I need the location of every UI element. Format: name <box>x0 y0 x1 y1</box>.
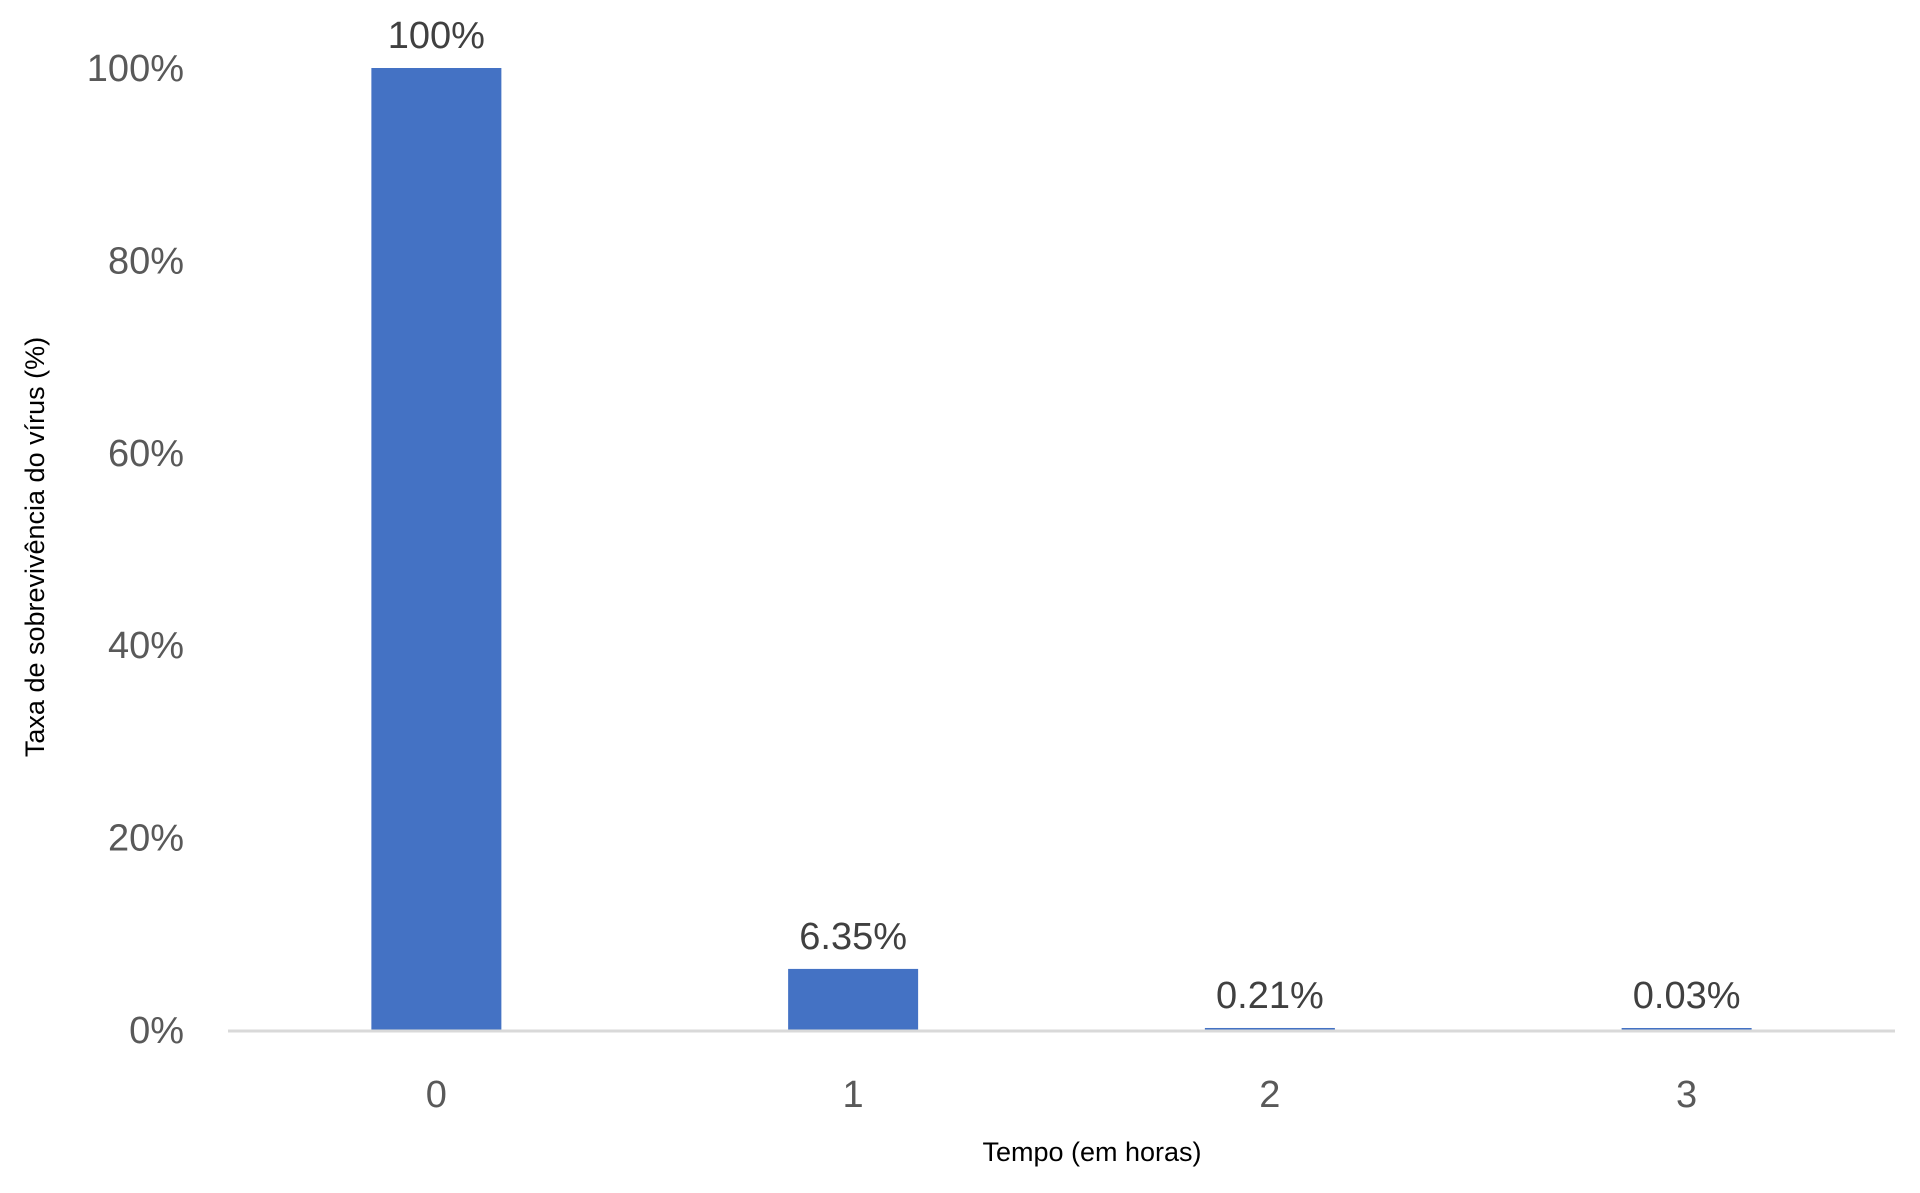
data-label: 6.35% <box>799 916 907 958</box>
bar <box>371 68 502 1030</box>
bars-group <box>371 68 1752 1030</box>
x-tick-label: 0 <box>426 1074 447 1116</box>
bar <box>788 968 919 1030</box>
y-tick-label: 60% <box>108 433 184 475</box>
data-label: 0.21% <box>1216 975 1324 1017</box>
x-axis-ticks: 0 1 2 3 <box>426 1074 1697 1116</box>
data-label: 100% <box>388 15 485 57</box>
bar <box>1204 1027 1335 1030</box>
bar <box>1621 1028 1752 1030</box>
y-tick-label: 80% <box>108 240 184 282</box>
x-tick-label: 1 <box>843 1074 864 1116</box>
y-axis-title: Taxa de sobrevivência do vírus (%) <box>20 337 50 757</box>
data-label: 0.03% <box>1633 975 1741 1017</box>
x-tick-label: 3 <box>1676 1074 1697 1116</box>
y-axis-ticks: 0% 20% 40% 60% 80% 100% <box>87 48 184 1052</box>
x-axis-title: Tempo (em horas) <box>982 1137 1201 1167</box>
x-tick-label: 2 <box>1259 1074 1280 1116</box>
y-tick-label: 0% <box>129 1010 184 1052</box>
y-tick-label: 20% <box>108 818 184 860</box>
y-tick-label: 100% <box>87 48 184 90</box>
data-labels-group: 100% 6.35% 0.21% 0.03% <box>388 15 1741 1017</box>
y-tick-label: 40% <box>108 625 184 667</box>
